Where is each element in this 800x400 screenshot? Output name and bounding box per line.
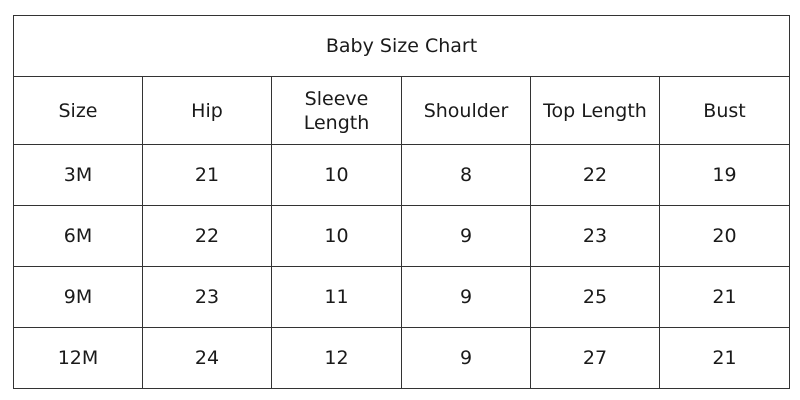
title-row: Baby Size Chart: [12, 15, 791, 77]
column-header: Hip: [142, 76, 272, 145]
table-cell: 23: [142, 266, 272, 328]
table-cell: 24: [142, 327, 272, 389]
table-cell: 19: [658, 144, 791, 206]
size-chart-table: Baby Size Chart Size Hip Sleeve Length S…: [12, 15, 791, 389]
table-cell: 27: [530, 327, 660, 389]
table-cell: 22: [142, 205, 272, 267]
table-cell: 9M: [13, 266, 143, 328]
column-header: Bust: [658, 76, 791, 145]
table-cell: 23: [530, 205, 660, 267]
table-cell: 3M: [13, 144, 143, 206]
table-row: 6M 22 10 9 23 20: [13, 205, 791, 267]
table-cell: 9: [401, 205, 531, 267]
table-cell: 25: [530, 266, 660, 328]
table-cell: 10: [271, 205, 402, 267]
table-cell: 21: [142, 144, 272, 206]
table-cell: 9: [401, 327, 531, 389]
table-title: Baby Size Chart: [12, 15, 791, 77]
table-cell: 21: [658, 266, 791, 328]
column-header: Shoulder: [401, 76, 531, 145]
table-cell: 11: [271, 266, 402, 328]
table-cell: 12: [271, 327, 402, 389]
table-cell: 10: [271, 144, 402, 206]
table-row: 12M 24 12 9 27 21: [13, 327, 791, 389]
column-header: Size: [13, 76, 143, 145]
table-cell: 22: [530, 144, 660, 206]
table-cell: 8: [401, 144, 531, 206]
column-header: Sleeve Length: [271, 76, 402, 145]
table-cell: 20: [658, 205, 791, 267]
header-row: Size Hip Sleeve Length Shoulder Top Leng…: [13, 76, 791, 145]
table-cell: 12M: [13, 327, 143, 389]
table-cell: 21: [658, 327, 791, 389]
table-row: 3M 21 10 8 22 19: [13, 144, 791, 206]
table-cell: 9: [401, 266, 531, 328]
table-cell: 6M: [13, 205, 143, 267]
column-header: Top Length: [530, 76, 660, 145]
table-row: 9M 23 11 9 25 21: [13, 266, 791, 328]
